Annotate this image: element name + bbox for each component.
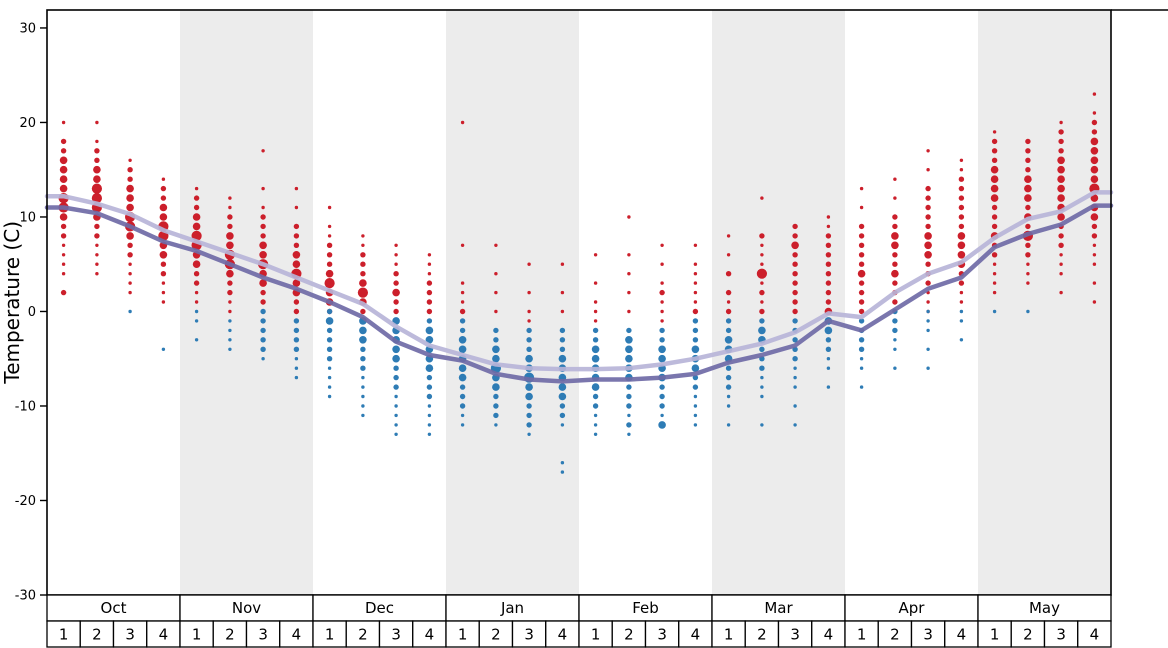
svg-text:2: 2 [624,626,634,644]
svg-text:Oct: Oct [101,599,127,617]
svg-text:Feb: Feb [632,599,659,617]
svg-text:4: 4 [691,626,701,644]
svg-text:3: 3 [657,626,667,644]
month-axis: Oct Nov Dec Jan Feb Mar Apr May [46,594,1112,622]
svg-text:2: 2 [358,626,368,644]
svg-text:1: 1 [724,626,734,644]
avg-min-line [44,203,1114,384]
svg-text:4: 4 [957,626,967,644]
svg-text:2: 2 [92,626,102,644]
svg-text:Jan: Jan [500,599,524,617]
svg-text:-20: -20 [15,494,36,509]
svg-text:2: 2 [1023,626,1033,644]
avg-max-line [44,190,1114,372]
svg-text:3: 3 [391,626,401,644]
svg-text:1: 1 [990,626,1000,644]
svg-text:2: 2 [757,626,767,644]
svg-text:1: 1 [325,626,335,644]
svg-text:4: 4 [558,626,568,644]
svg-text:Apr: Apr [899,599,926,617]
svg-text:3: 3 [790,626,800,644]
svg-text:4: 4 [824,626,834,644]
svg-text:Dec: Dec [365,599,394,617]
svg-text:-10: -10 [15,399,36,414]
svg-text:3: 3 [524,626,534,644]
svg-text:20: 20 [19,116,36,131]
svg-text:4: 4 [425,626,435,644]
svg-text:4: 4 [1090,626,1100,644]
svg-text:4: 4 [159,626,169,644]
svg-text:May: May [1029,599,1060,617]
week-axis: 1 2 3 4 1 2 3 4 1 2 3 4 1 2 3 4 1 2 3 4 1 2 3 4 1 2 3 4 1 2 3 4 [46,620,1112,648]
svg-text:1: 1 [59,626,69,644]
y-axis-ticks: -30 -20 -10 0 10 20 30 [15,21,47,604]
svg-text:3: 3 [1056,626,1066,644]
svg-text:-30: -30 [15,589,36,604]
svg-text:10: 10 [19,210,36,225]
svg-text:Mar: Mar [764,599,793,617]
svg-text:2: 2 [890,626,900,644]
svg-text:30: 30 [19,21,36,36]
svg-text:2: 2 [491,626,501,644]
svg-text:1: 1 [857,626,867,644]
svg-text:3: 3 [258,626,268,644]
svg-text:4: 4 [292,626,302,644]
svg-text:1: 1 [591,626,601,644]
svg-text:2: 2 [225,626,235,644]
svg-text:0: 0 [28,305,36,320]
svg-text:3: 3 [923,626,933,644]
svg-text:3: 3 [125,626,135,644]
month-bands [180,10,1111,595]
svg-text:Nov: Nov [232,599,261,617]
svg-text:1: 1 [458,626,468,644]
svg-text:1: 1 [192,626,202,644]
